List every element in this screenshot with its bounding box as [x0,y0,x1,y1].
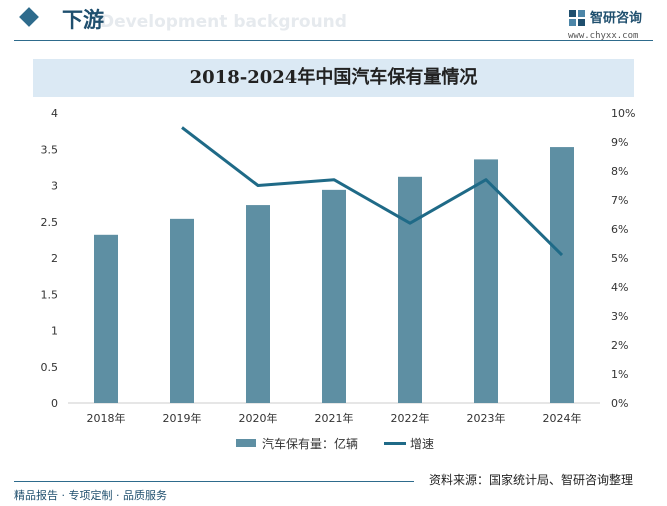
y-left-tick-label: 3 [51,180,58,193]
y-right-tick-label: 2% [611,339,628,352]
bar [94,234,118,403]
y-left-tick-label: 0 [51,397,58,410]
legend-line-swatch [384,442,406,445]
legend-bar-label: 汽车保有量：亿辆 [262,437,359,451]
watermark-text: Development background [100,12,347,32]
legend-line-label: 增速 [410,437,435,451]
y-right-tick-label: 5% [611,252,628,265]
chart-title: 2018-2024年中国汽车保有量情况 [189,67,478,88]
source-note: 资料来源：国家统计局、智研咨询整理 [429,473,634,487]
y-left-tick-label: 1 [51,325,58,338]
x-tick-label: 2022年 [391,411,430,425]
chart-title-band: 2018-2024年中国汽车保有量情况 [33,59,634,97]
y-left-tick-label: 1.5 [41,288,59,301]
header-divider [14,40,653,41]
bar [398,176,422,403]
y-right-tick-label: 9% [611,136,628,149]
legend-bar-swatch [236,439,256,447]
header: Development background 下游 智研咨询 www.chyxx… [0,0,667,41]
bar [474,159,498,403]
growth-line [181,126,564,257]
y-right-tick-label: 4% [611,281,628,294]
footer-slogan: 精品报告 · 专项定制 · 品质服务 [14,489,167,502]
y-left-tick-label: 4 [51,107,58,120]
y-right-tick-label: 6% [611,223,628,236]
y-right-tick-label: 0% [611,397,628,410]
bar [550,147,574,403]
section-title: 下游 [62,7,104,32]
x-tick-label: 2019年 [163,411,202,425]
bar [322,189,346,403]
y-left-tick-label: 2 [51,252,58,265]
y-right-tick-label: 7% [611,194,628,207]
y-left-tick-label: 0.5 [41,361,59,374]
bar [170,218,194,403]
brand-logo: 智研咨询 www.chyxx.com [568,7,660,41]
y-left-tick-label: 2.5 [41,216,59,229]
logo-url: www.chyxx.com [568,31,639,41]
y-right-tick-label: 10% [611,107,635,120]
y-right-tick-label: 3% [611,310,628,323]
y-left-tick-label: 3.5 [41,143,59,156]
x-tick-label: 2023年 [467,411,506,425]
x-tick-label: 2018年 [87,411,126,425]
y-right-tick-label: 8% [611,165,628,178]
footer-divider [14,481,414,482]
x-tick-label: 2021年 [315,411,354,425]
logo-name: 智研咨询 [590,11,643,26]
logo-icon [569,10,585,26]
bar [246,205,270,403]
x-tick-label: 2024年 [543,411,582,425]
y-right-tick-label: 1% [611,368,628,381]
x-tick-label: 2020年 [239,411,278,425]
